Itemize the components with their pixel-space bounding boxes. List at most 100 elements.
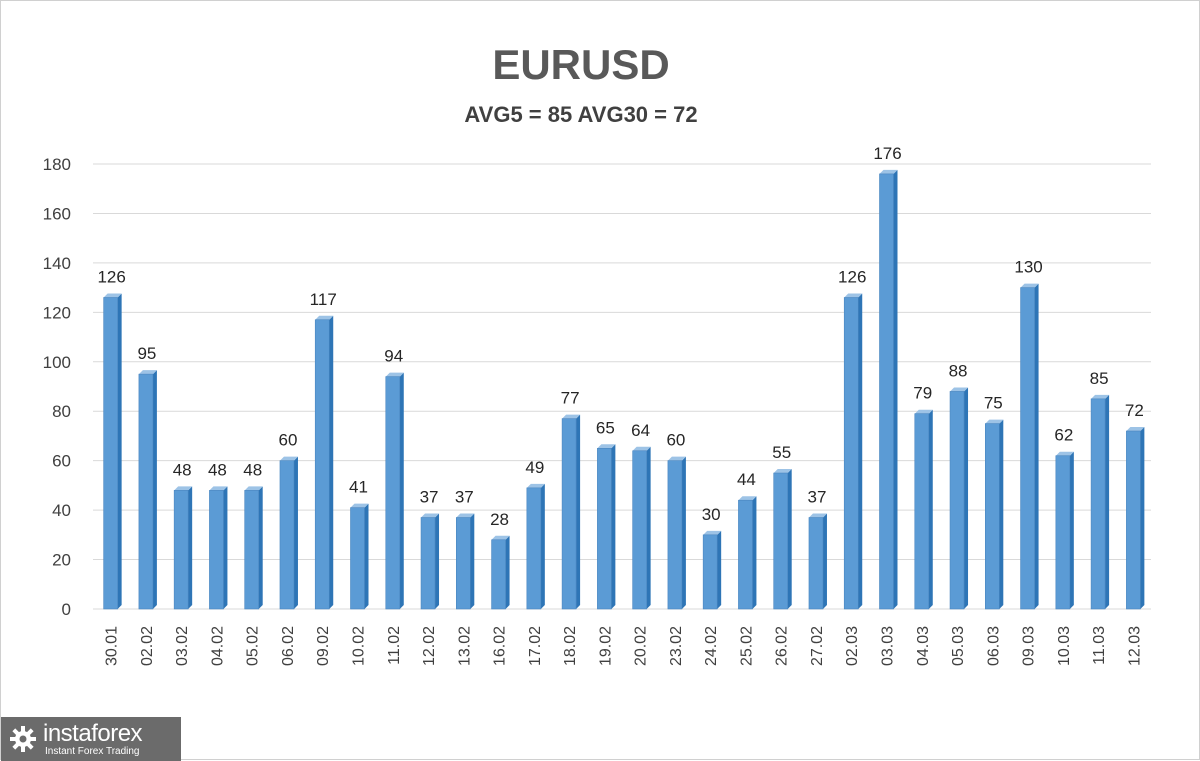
- bar-front: [843, 297, 859, 610]
- x-tick-label: 06.02: [280, 626, 297, 666]
- bar-top: [562, 414, 581, 419]
- bar-front: [773, 472, 789, 610]
- bar-side: [1140, 427, 1145, 609]
- instaforex-logo: instaforex Instant Forex Trading: [1, 717, 181, 761]
- data-label: 77: [561, 389, 580, 408]
- bar-top: [879, 169, 898, 174]
- bar-26.02: [773, 469, 792, 610]
- x-tick-label: 23.02: [668, 626, 685, 666]
- bar-front: [632, 450, 647, 610]
- bar-top: [1055, 451, 1074, 456]
- data-label: 48: [243, 460, 262, 479]
- data-label: 94: [384, 347, 403, 366]
- bar-front: [808, 517, 824, 610]
- bar-top: [1126, 427, 1145, 431]
- bar-top: [950, 387, 969, 392]
- bar-front: [279, 460, 295, 610]
- x-tick-label: 05.02: [245, 626, 262, 666]
- bar-side: [223, 486, 228, 609]
- bar-19.02: [597, 444, 616, 610]
- data-label: 64: [631, 421, 650, 440]
- bar-front: [173, 490, 189, 610]
- bar-side: [611, 444, 616, 609]
- data-label: 37: [808, 488, 827, 507]
- x-tick-label: 16.02: [492, 626, 509, 666]
- bar-10.03: [1055, 451, 1074, 610]
- bar-side: [928, 409, 933, 609]
- y-tick-label: 80: [52, 402, 71, 421]
- bar-02.02: [138, 370, 157, 610]
- bar-side: [329, 315, 334, 609]
- bar-18.02: [561, 414, 581, 610]
- y-tick-label: 40: [52, 501, 71, 520]
- bar-top: [985, 419, 1004, 424]
- chart-title: EURUSD: [492, 41, 669, 88]
- bar-front: [420, 517, 436, 610]
- bar-top: [174, 486, 193, 491]
- bar-top: [808, 513, 827, 518]
- bar-top: [1020, 283, 1039, 288]
- bar-side: [858, 293, 863, 609]
- bar-side: [822, 513, 827, 609]
- bar-top: [103, 293, 122, 298]
- x-tick-label: 05.03: [950, 626, 967, 666]
- logo-name: instaforex: [43, 720, 143, 747]
- bar-front: [385, 376, 401, 610]
- bar-front: [209, 490, 224, 610]
- bar-03.02: [173, 486, 193, 610]
- x-tick-label: 02.03: [844, 626, 861, 666]
- bar-top: [738, 496, 757, 501]
- bar-front: [667, 460, 683, 610]
- x-tick-label: 12.03: [1126, 626, 1143, 666]
- bar-front: [103, 297, 118, 610]
- x-tick-label: 02.02: [139, 626, 156, 666]
- bar-13.02: [455, 513, 475, 610]
- data-label: 176: [873, 144, 901, 163]
- data-label: 126: [97, 268, 125, 287]
- x-tick-label: 24.02: [703, 626, 720, 666]
- logo-tagline: Instant Forex Trading: [45, 746, 140, 757]
- bar-24.02: [702, 530, 722, 610]
- bar-top: [597, 444, 616, 449]
- gridlines: [93, 163, 1151, 610]
- bar-side: [752, 496, 757, 609]
- x-tick-label: 06.03: [985, 626, 1002, 666]
- data-label: 85: [1090, 369, 1109, 388]
- data-label: 75: [984, 394, 1003, 413]
- bar-front: [491, 539, 506, 610]
- bar-front: [526, 487, 542, 610]
- bar-05.03: [949, 387, 969, 610]
- bar-front: [879, 173, 894, 610]
- bar-side: [787, 469, 792, 609]
- bar-top: [773, 469, 792, 474]
- data-label: 37: [455, 488, 474, 507]
- x-tick-label: 04.02: [209, 626, 226, 666]
- bar-side: [540, 483, 545, 609]
- bar-front: [1020, 287, 1035, 610]
- bar-side: [117, 293, 122, 609]
- x-tick-label: 03.02: [174, 626, 191, 666]
- x-tick-label: 10.03: [1056, 626, 1073, 666]
- bar-front: [914, 413, 930, 610]
- bar-02.03: [843, 293, 863, 610]
- bar-side: [1069, 451, 1074, 609]
- x-tick-label: 09.03: [1021, 626, 1038, 666]
- data-label: 37: [420, 488, 439, 507]
- bar-09.02: [314, 315, 334, 610]
- data-label: 49: [525, 458, 544, 477]
- data-label: 55: [772, 443, 791, 462]
- bar-front: [1055, 455, 1071, 610]
- bar-top: [456, 513, 475, 518]
- x-tick-label: 19.02: [597, 626, 614, 666]
- bar-top: [315, 315, 334, 320]
- bar-06.03: [984, 419, 1004, 610]
- x-tick-label: 12.02: [421, 626, 438, 666]
- x-tick-label: 11.02: [386, 626, 403, 665]
- bar-11.03: [1090, 394, 1110, 610]
- bar-side: [1034, 283, 1039, 609]
- data-label: 30: [702, 505, 721, 524]
- data-label: 95: [137, 344, 156, 363]
- data-label: 48: [208, 460, 227, 479]
